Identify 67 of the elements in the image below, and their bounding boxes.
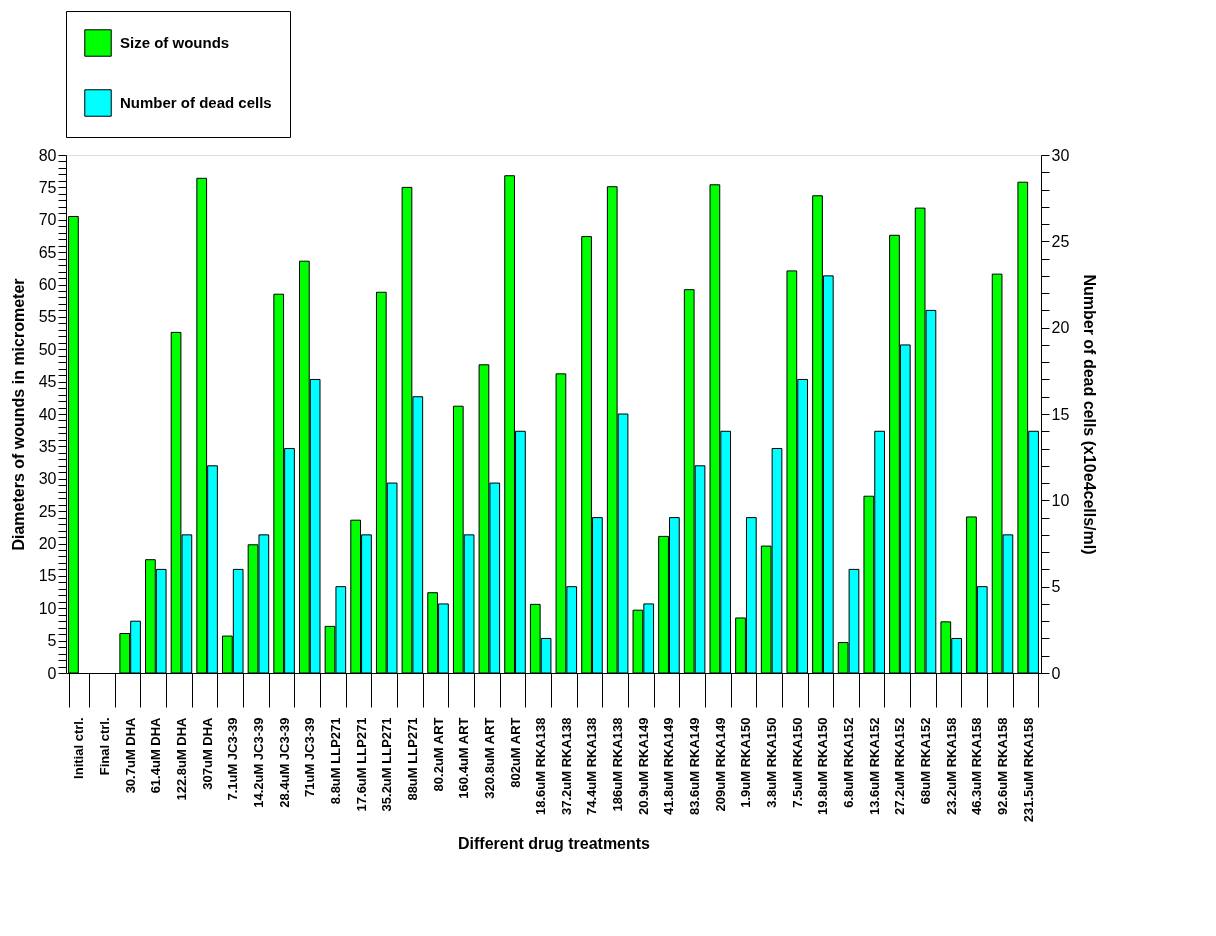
x-tick-label: 68uM RKA152	[918, 717, 934, 805]
y2-tick-label: 5	[1051, 578, 1061, 596]
y2-tick-label: 20	[1051, 319, 1070, 337]
legend-label: Number of dead cells	[120, 94, 272, 111]
x-tick-label: 17.6uM LLP271	[353, 717, 369, 812]
y2-tick-label: 15	[1051, 405, 1070, 423]
y-tick-label: 50	[38, 340, 57, 358]
x-tick-label: 802uM ART	[507, 717, 523, 788]
legend-label: Size of wounds	[120, 34, 230, 51]
x-tick-label: 13.6uM RKA152	[866, 717, 882, 816]
y-tick-label: 0	[47, 664, 57, 682]
x-tick-label: 23.2uM RKA158	[943, 717, 959, 816]
x-tick-label: 7.1uM JC3-39	[225, 717, 241, 801]
x-tick-label: 186uM RKA138	[610, 717, 626, 812]
y-tick-label: 75	[38, 178, 57, 196]
y-tick-label: 15	[38, 567, 57, 585]
y-tick-label: 10	[38, 599, 57, 617]
x-tick-label: 6.8uM RKA152	[841, 717, 857, 808]
y-tick-label: 25	[38, 502, 57, 520]
x-tick-label: 28.4uM JC3-39	[276, 717, 292, 808]
x-tick-label: 92.6uM RKA158	[995, 717, 1011, 816]
y2-axis-title: Number of dead cells (x10e4cells/ml)	[1081, 274, 1099, 555]
y2-tick-label: 0	[1051, 664, 1061, 682]
x-tick-label: 231.5uM RKA158	[1020, 717, 1036, 823]
y-axis-title: Diameters of wounds in micrometer	[9, 278, 27, 551]
y-tick-label: 20	[38, 535, 57, 552]
y2-tick-label: 25	[1051, 232, 1070, 250]
x-tick-label: 41.8uM RKA149	[661, 717, 677, 816]
y-tick-label: 65	[38, 243, 57, 261]
y-tick-label: 60	[38, 276, 57, 293]
x-tick-label: 71uM JC3-39	[302, 717, 318, 797]
x-tick-label: 27.2uM RKA152	[892, 717, 908, 816]
y2-tick-label: 10	[1051, 491, 1070, 509]
x-tick-label: 83.6uM RKA149	[687, 717, 703, 816]
x-tick-label: 209uM RKA149	[712, 717, 728, 812]
x-tick-label: 8.8uM LLP271	[327, 717, 343, 805]
x-tick-label: 30.7uM DHA	[122, 716, 138, 794]
y-tick-label: 40	[38, 405, 57, 423]
x-tick-label: 80.2uM ART	[430, 717, 446, 792]
y-tick-label: 35	[38, 437, 57, 455]
y-tick-label: 55	[38, 308, 57, 326]
y-tick-label: 80	[38, 146, 57, 164]
x-tick-label: 18.6uM RKA138	[533, 717, 549, 816]
y-tick-label: 30	[38, 470, 57, 488]
x-tick-label: 1.9uM RKA150	[738, 717, 754, 808]
x-tick-label: 14.2uM JC3-39	[250, 717, 266, 808]
x-tick-label: 7.5uM RKA150	[789, 717, 805, 808]
y2-tick-label: 30	[1051, 146, 1070, 164]
x-tick-label: 46.3uM RKA158	[969, 717, 985, 816]
x-tick-label: 20.9uM RKA149	[635, 717, 651, 816]
x-tick-label: Initial ctrl.	[71, 717, 87, 779]
x-axis-title: Different drug treatments	[457, 835, 651, 853]
y-tick-label: 70	[38, 211, 57, 229]
x-tick-label: 3.8uM RKA150	[764, 717, 780, 808]
x-tick-label: 74.4uM RKA138	[584, 717, 600, 816]
y-tick-label: 5	[47, 632, 57, 650]
x-tick-label: 122.8uM DHA	[173, 716, 189, 801]
x-tick-label: 320.8uM ART	[481, 717, 497, 799]
x-tick-label: 19.8uM RKA150	[815, 717, 831, 816]
x-tick-label: Final ctrl.	[96, 717, 112, 776]
y-tick-label: 45	[38, 373, 57, 391]
x-tick-label: 88uM LLP271	[404, 717, 420, 801]
x-tick-label: 37.2uM RKA138	[558, 717, 574, 816]
x-tick-label: 307uM DHA	[199, 716, 215, 790]
x-tick-label: 35.2uM LLP271	[379, 717, 395, 812]
x-tick-label: 160.4uM ART	[456, 717, 472, 799]
x-tick-label: 61.4uM DHA	[148, 716, 164, 794]
